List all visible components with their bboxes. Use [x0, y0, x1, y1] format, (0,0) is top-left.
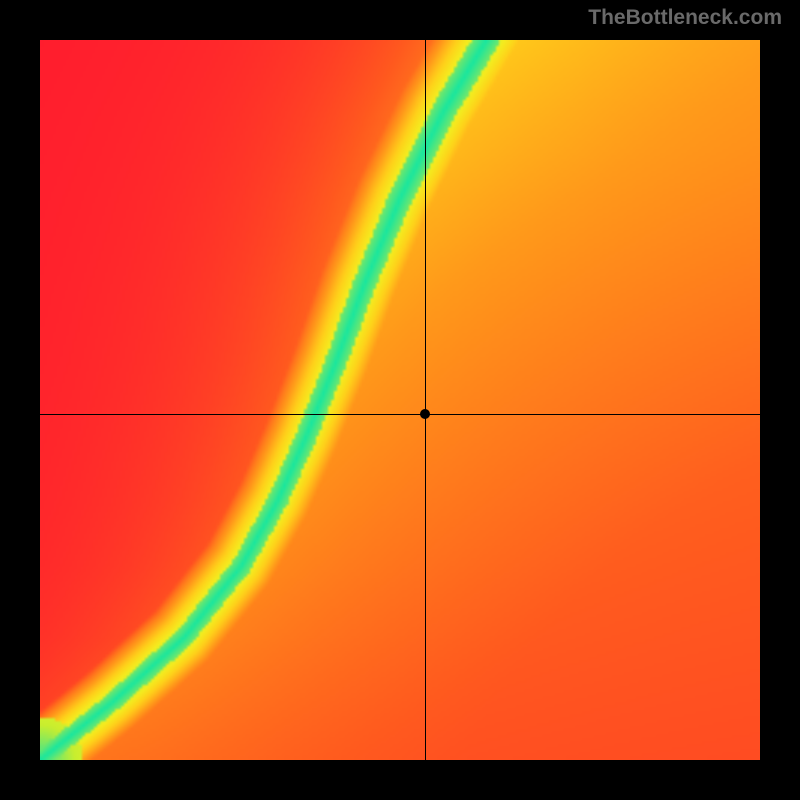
heatmap-canvas: [40, 40, 760, 760]
crosshair-horizontal: [40, 414, 760, 415]
marker-dot: [420, 409, 430, 419]
plot-area: [40, 40, 760, 760]
crosshair-vertical: [425, 40, 426, 760]
watermark-text: TheBottleneck.com: [588, 6, 782, 30]
